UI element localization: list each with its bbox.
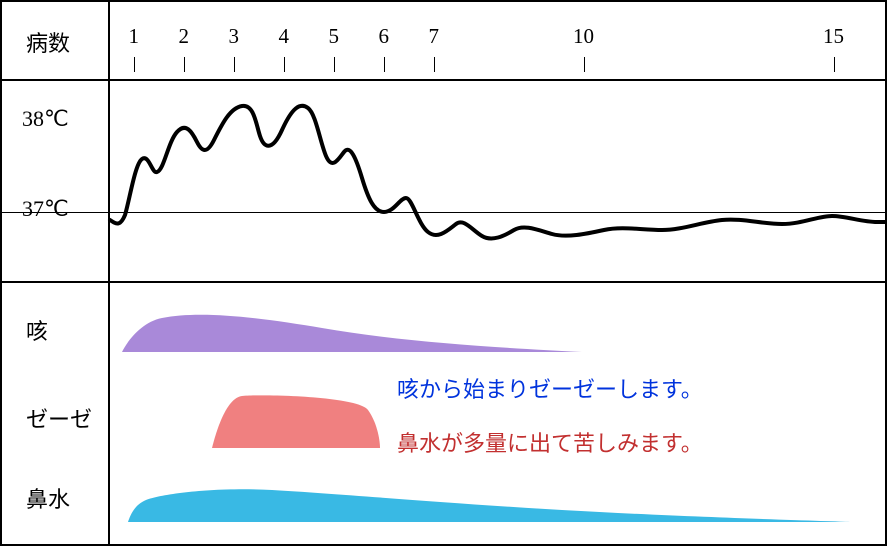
chart-svg-overlay [2, 2, 887, 548]
shape-cough [122, 315, 582, 352]
temperature-curve [110, 106, 887, 239]
shape-runny-nose [128, 489, 850, 522]
symptom-chart: 病数1234567101538℃37℃咳ゼーゼ鼻水咳から始まりゼーゼーします。鼻… [0, 0, 887, 546]
shape-wheeze [212, 395, 380, 448]
